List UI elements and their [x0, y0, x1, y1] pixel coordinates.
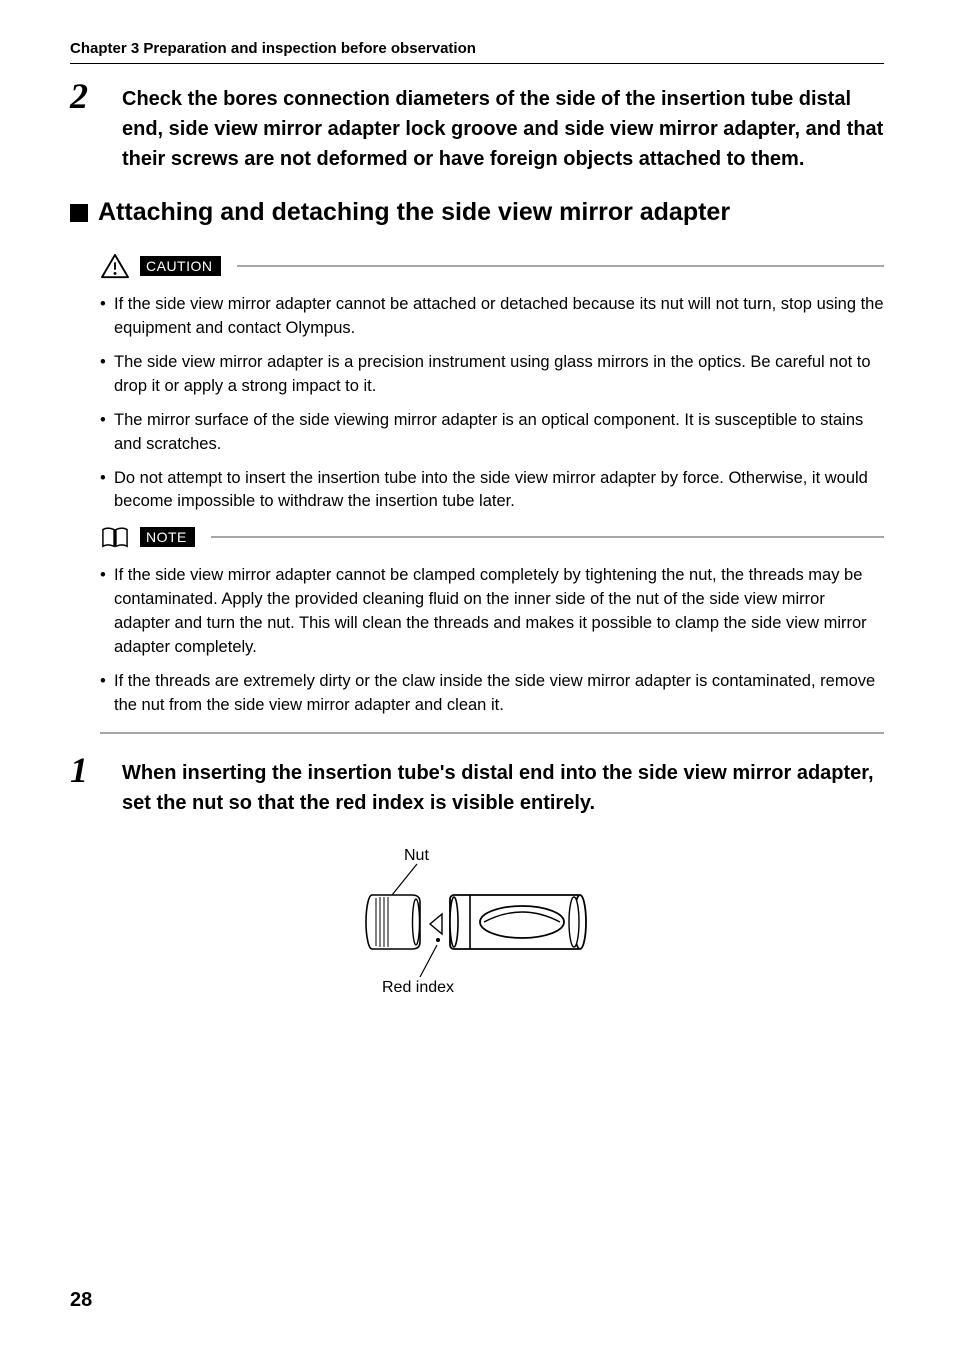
caution-callout: CAUTION [100, 253, 884, 279]
nut-shape [366, 895, 420, 949]
callout-rule [237, 265, 885, 267]
step-text: Check the bores connection diameters of … [122, 78, 884, 174]
step-1: 1 When inserting the insertion tube's di… [70, 752, 884, 818]
list-item: The side view mirror adapter is a precis… [100, 351, 884, 399]
list-item: If the threads are extremely dirty or th… [100, 670, 884, 718]
leader-line [392, 864, 417, 895]
section-heading: Attaching and detaching the side view mi… [70, 198, 884, 227]
warning-triangle-icon [100, 253, 130, 279]
adapter-diagram: Nut Red index [70, 842, 884, 1002]
adapter-svg: Nut Red index [342, 842, 612, 1002]
separator-rule [100, 732, 884, 734]
list-item: The mirror surface of the side viewing m… [100, 409, 884, 457]
top-rule [70, 63, 884, 64]
leader-line [420, 945, 437, 977]
red-index-label: Red index [382, 979, 454, 996]
note-badge: NOTE [140, 527, 195, 547]
list-item: If the side view mirror adapter cannot b… [100, 564, 884, 660]
step-2: 2 Check the bores connection diameters o… [70, 78, 884, 174]
open-book-icon [100, 524, 130, 550]
page-number: 28 [70, 1289, 92, 1312]
step-text: When inserting the insertion tube's dist… [122, 752, 884, 818]
note-list: If the side view mirror adapter cannot b… [100, 564, 884, 718]
square-bullet-icon [70, 204, 88, 222]
note-callout: NOTE [100, 524, 884, 550]
caution-list: If the side view mirror adapter cannot b… [100, 293, 884, 514]
section-heading-text: Attaching and detaching the side view mi… [98, 198, 730, 227]
adapter-body [450, 895, 586, 949]
chapter-header: Chapter 3 Preparation and inspection bef… [70, 40, 884, 57]
list-item: Do not attempt to insert the insertion t… [100, 467, 884, 515]
red-index-dot [436, 938, 440, 942]
callout-rule [211, 536, 884, 538]
step-number: 2 [70, 78, 100, 114]
nut-label: Nut [404, 847, 429, 864]
step-number: 1 [70, 752, 100, 788]
caution-badge: CAUTION [140, 256, 221, 276]
claw-shape [430, 914, 442, 934]
list-item: If the side view mirror adapter cannot b… [100, 293, 884, 341]
